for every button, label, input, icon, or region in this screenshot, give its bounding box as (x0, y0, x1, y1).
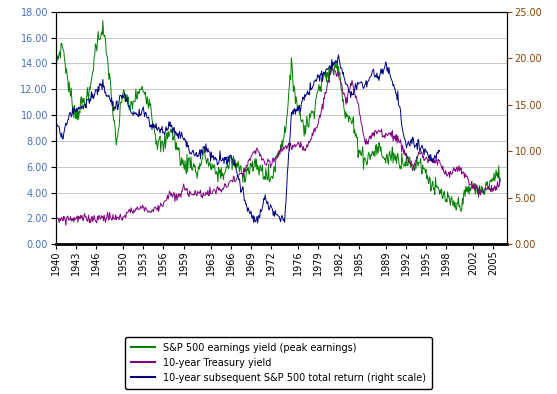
Legend: S&P 500 earnings yield (peak earnings), 10-year Treasury yield, 10-year subseque: S&P 500 earnings yield (peak earnings), … (125, 337, 432, 389)
